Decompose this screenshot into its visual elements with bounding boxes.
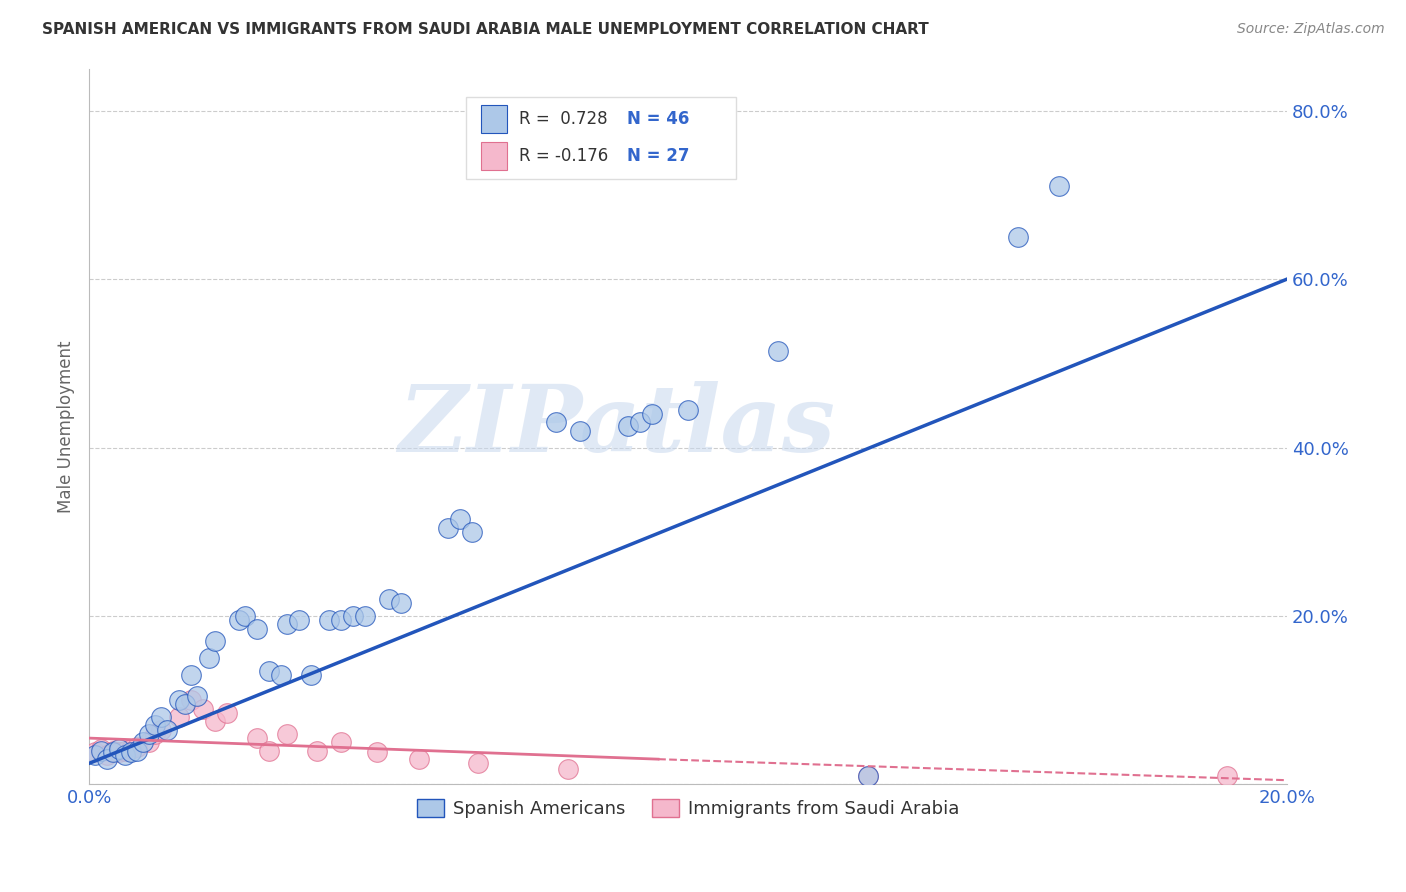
Point	[856, 769, 879, 783]
Point	[329, 735, 352, 749]
Point	[467, 756, 489, 771]
Point	[101, 746, 124, 760]
Point	[101, 744, 124, 758]
Point	[108, 746, 131, 760]
Point	[186, 689, 208, 703]
Point	[1007, 230, 1029, 244]
Point	[318, 613, 340, 627]
Legend: Spanish Americans, Immigrants from Saudi Arabia: Spanish Americans, Immigrants from Saudi…	[409, 792, 967, 825]
Point	[641, 407, 664, 421]
Point	[233, 609, 256, 624]
Point	[198, 651, 221, 665]
Point	[449, 512, 471, 526]
Point	[180, 693, 202, 707]
Point	[167, 710, 190, 724]
Point	[1216, 769, 1239, 783]
Point	[149, 723, 172, 737]
Point	[125, 744, 148, 758]
Point	[84, 747, 107, 762]
FancyBboxPatch shape	[467, 97, 735, 179]
Point	[246, 622, 269, 636]
Point	[257, 744, 280, 758]
Point	[856, 769, 879, 783]
Text: Source: ZipAtlas.com: Source: ZipAtlas.com	[1237, 22, 1385, 37]
Y-axis label: Male Unemployment: Male Unemployment	[58, 340, 75, 513]
Point	[437, 520, 460, 534]
Point	[342, 609, 364, 624]
Point	[114, 744, 136, 758]
Point	[143, 727, 166, 741]
Point	[557, 762, 579, 776]
Point	[120, 746, 142, 760]
Text: ZIPatlas: ZIPatlas	[398, 382, 835, 472]
Point	[287, 613, 309, 627]
Point	[546, 415, 568, 429]
Point	[156, 723, 179, 737]
Text: R =  0.728: R = 0.728	[519, 110, 607, 128]
Point	[191, 701, 214, 715]
Point	[389, 596, 412, 610]
Point	[246, 731, 269, 745]
Point	[408, 752, 430, 766]
Point	[617, 419, 640, 434]
Point	[138, 727, 160, 741]
Point	[149, 710, 172, 724]
Point	[204, 634, 226, 648]
Point	[215, 706, 238, 720]
Point	[228, 613, 250, 627]
Point	[125, 739, 148, 754]
Text: SPANISH AMERICAN VS IMMIGRANTS FROM SAUDI ARABIA MALE UNEMPLOYMENT CORRELATION C: SPANISH AMERICAN VS IMMIGRANTS FROM SAUD…	[42, 22, 929, 37]
Point	[204, 714, 226, 729]
Point	[167, 693, 190, 707]
Point	[276, 617, 298, 632]
FancyBboxPatch shape	[481, 143, 508, 169]
Point	[569, 424, 592, 438]
Point	[366, 746, 388, 760]
Point	[96, 747, 118, 762]
Point	[84, 746, 107, 760]
Point	[114, 747, 136, 762]
Point	[132, 735, 155, 749]
Point	[461, 524, 484, 539]
Point	[120, 742, 142, 756]
Point	[257, 664, 280, 678]
Point	[180, 668, 202, 682]
Point	[1049, 179, 1071, 194]
Point	[329, 613, 352, 627]
Point	[96, 752, 118, 766]
Point	[143, 718, 166, 732]
Point	[138, 735, 160, 749]
Point	[276, 727, 298, 741]
Text: N = 27: N = 27	[627, 147, 689, 165]
Point	[305, 744, 328, 758]
Point	[90, 742, 112, 756]
Point	[299, 668, 322, 682]
Point	[108, 742, 131, 756]
Point	[766, 343, 789, 358]
Point	[676, 402, 699, 417]
Point	[270, 668, 292, 682]
Point	[174, 698, 197, 712]
Point	[628, 415, 651, 429]
Point	[90, 744, 112, 758]
Point	[377, 592, 399, 607]
Point	[353, 609, 375, 624]
Text: N = 46: N = 46	[627, 110, 689, 128]
FancyBboxPatch shape	[481, 105, 508, 133]
Text: R = -0.176: R = -0.176	[519, 147, 609, 165]
